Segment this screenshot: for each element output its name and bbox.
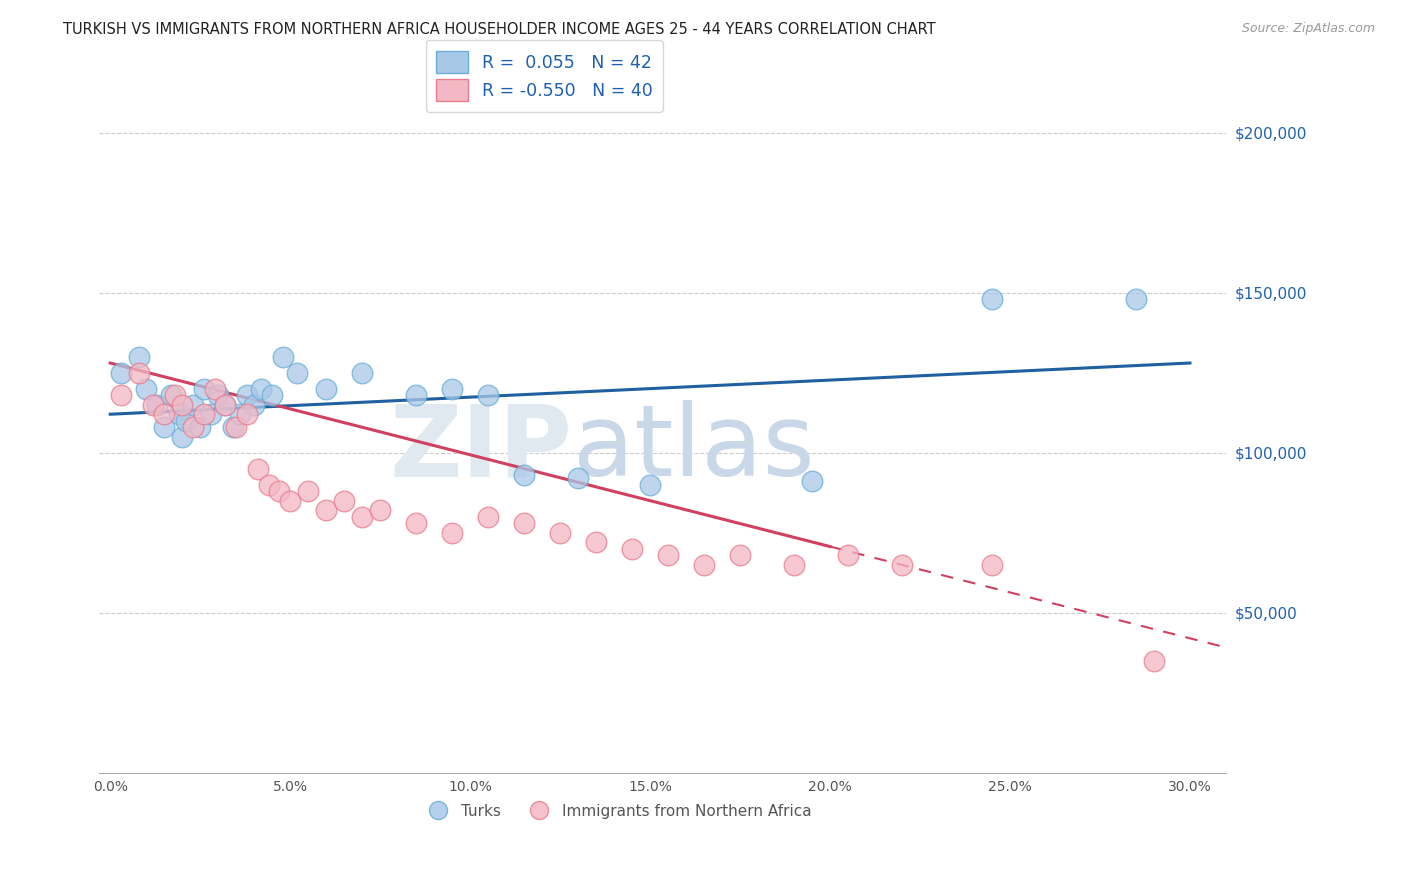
Point xyxy=(229,407,252,421)
Point xyxy=(278,493,301,508)
Point xyxy=(269,484,291,499)
Point xyxy=(315,382,337,396)
Point xyxy=(477,509,499,524)
Point xyxy=(172,398,194,412)
Point xyxy=(837,548,859,562)
Point xyxy=(174,414,197,428)
Point xyxy=(167,407,190,421)
Point xyxy=(214,398,236,412)
Point xyxy=(142,398,165,412)
Point xyxy=(783,558,806,572)
Text: ZIP: ZIP xyxy=(389,401,572,498)
Point xyxy=(181,420,204,434)
Point xyxy=(728,548,751,562)
Legend: Turks, Immigrants from Northern Africa: Turks, Immigrants from Northern Africa xyxy=(418,797,818,825)
Point xyxy=(513,516,536,530)
Point xyxy=(405,516,427,530)
Point xyxy=(172,429,194,443)
Point xyxy=(146,398,169,412)
Point xyxy=(110,388,132,402)
Point xyxy=(181,398,204,412)
Point xyxy=(163,388,186,402)
Point xyxy=(243,398,266,412)
Point xyxy=(315,503,337,517)
Point xyxy=(441,525,464,540)
Point xyxy=(271,350,294,364)
Point xyxy=(221,420,243,434)
Point xyxy=(548,525,571,540)
Point xyxy=(193,382,215,396)
Point xyxy=(193,407,215,421)
Point xyxy=(567,471,589,485)
Point xyxy=(214,398,236,412)
Point xyxy=(585,535,607,549)
Point xyxy=(188,420,211,434)
Point xyxy=(236,407,259,421)
Point xyxy=(128,366,150,380)
Point xyxy=(250,382,273,396)
Point xyxy=(368,503,391,517)
Point xyxy=(891,558,914,572)
Point xyxy=(981,292,1004,306)
Point xyxy=(657,548,679,562)
Point xyxy=(153,407,176,421)
Point xyxy=(262,388,284,402)
Point xyxy=(1143,654,1166,668)
Point xyxy=(1125,292,1147,306)
Point xyxy=(693,558,716,572)
Point xyxy=(981,558,1004,572)
Point xyxy=(200,407,222,421)
Point xyxy=(441,382,464,396)
Point xyxy=(352,509,374,524)
Text: atlas: atlas xyxy=(572,401,814,498)
Point xyxy=(153,420,176,434)
Point xyxy=(110,366,132,380)
Point xyxy=(246,461,269,475)
Point xyxy=(352,366,374,380)
Point xyxy=(801,475,824,489)
Point xyxy=(638,477,661,491)
Point xyxy=(405,388,427,402)
Point xyxy=(225,420,247,434)
Point xyxy=(207,388,229,402)
Point xyxy=(513,468,536,483)
Point xyxy=(477,388,499,402)
Point xyxy=(621,541,644,556)
Point xyxy=(257,477,280,491)
Point xyxy=(128,350,150,364)
Point xyxy=(160,388,183,402)
Point xyxy=(236,388,259,402)
Point xyxy=(285,366,308,380)
Point xyxy=(135,382,157,396)
Point xyxy=(333,493,356,508)
Point xyxy=(204,382,226,396)
Point xyxy=(297,484,319,499)
Text: TURKISH VS IMMIGRANTS FROM NORTHERN AFRICA HOUSEHOLDER INCOME AGES 25 - 44 YEARS: TURKISH VS IMMIGRANTS FROM NORTHERN AFRI… xyxy=(63,22,936,37)
Text: Source: ZipAtlas.com: Source: ZipAtlas.com xyxy=(1241,22,1375,36)
